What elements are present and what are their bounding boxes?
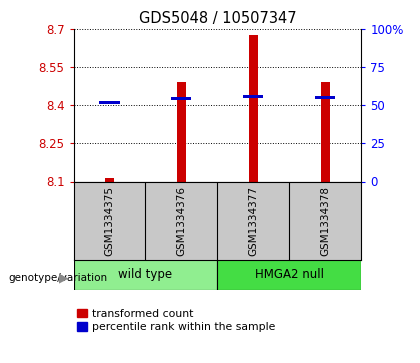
Bar <box>105 178 114 182</box>
Text: GSM1334378: GSM1334378 <box>320 185 330 256</box>
Text: wild type: wild type <box>118 269 173 281</box>
Text: HMGA2 null: HMGA2 null <box>255 269 324 281</box>
Bar <box>177 82 186 182</box>
Bar <box>249 34 258 182</box>
Bar <box>100 101 120 104</box>
Bar <box>74 260 218 290</box>
Text: ▶: ▶ <box>59 271 68 284</box>
Text: GSM1334376: GSM1334376 <box>176 185 186 256</box>
Title: GDS5048 / 10507347: GDS5048 / 10507347 <box>139 12 296 26</box>
Text: genotype/variation: genotype/variation <box>8 273 108 283</box>
Text: GSM1334377: GSM1334377 <box>248 185 258 256</box>
Bar <box>243 95 263 98</box>
Text: GSM1334375: GSM1334375 <box>105 185 115 256</box>
Bar <box>218 260 361 290</box>
Bar <box>320 82 330 182</box>
Bar <box>315 96 335 99</box>
Legend: transformed count, percentile rank within the sample: transformed count, percentile rank withi… <box>77 309 276 332</box>
Bar <box>171 97 192 101</box>
